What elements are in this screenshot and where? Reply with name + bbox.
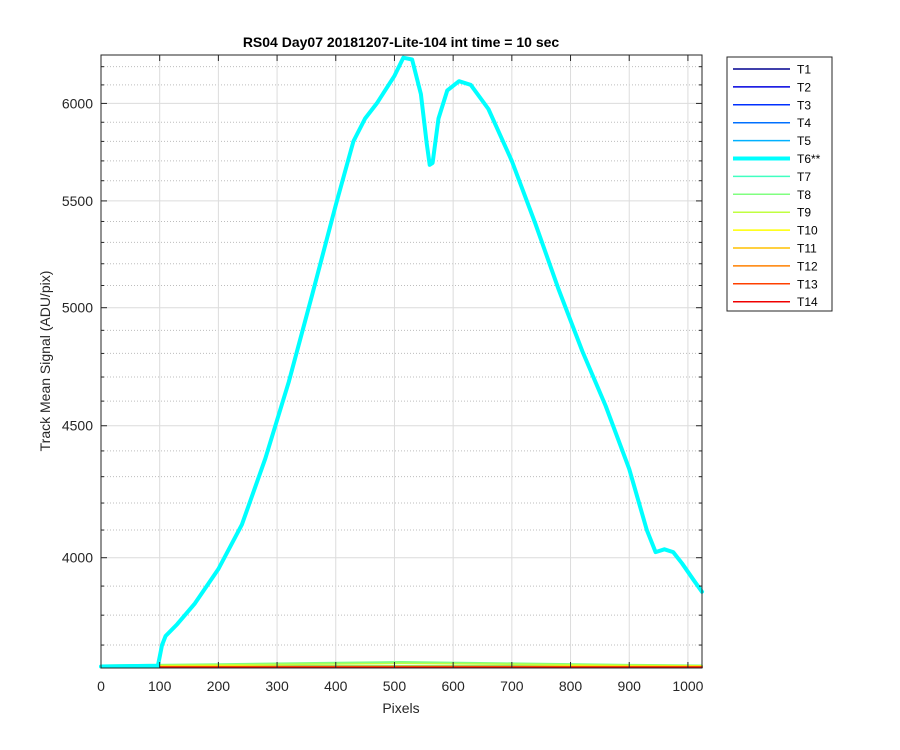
plot-frame bbox=[100, 54, 703, 669]
x-tick-label: 500 bbox=[383, 678, 407, 694]
y-tick-label: 5000 bbox=[62, 300, 93, 316]
legend-label: T9 bbox=[797, 206, 811, 220]
legend: T1 T2 T3 T4 T5 T6** T7 T8 T9 T10 T11 T12 T13 T14 bbox=[726, 56, 833, 312]
y-axis-label: Track Mean Signal (ADU/pix) bbox=[37, 271, 53, 452]
legend-label: T11 bbox=[797, 242, 817, 256]
x-tick-label: 300 bbox=[265, 678, 289, 694]
y-tick-label: 4500 bbox=[62, 418, 93, 434]
chart-title: RS04 Day07 20181207-Lite-104 int time = … bbox=[243, 34, 560, 50]
legend-label: T4 bbox=[797, 116, 811, 130]
x-axis-label: Pixels bbox=[382, 700, 419, 716]
x-tick-labels: 0 100 200 300 400 500 600 700 800 900 1000 bbox=[97, 678, 704, 694]
plot-area bbox=[101, 55, 702, 668]
legend-box bbox=[726, 56, 833, 312]
x-tick-label: 200 bbox=[207, 678, 231, 694]
y-tick-label: 4000 bbox=[62, 550, 93, 566]
y-tick-labels: 4000 4500 5000 5500 6000 bbox=[62, 95, 93, 565]
legend-label: T12 bbox=[797, 259, 818, 273]
legend-label: T2 bbox=[797, 80, 811, 94]
legend-label: T13 bbox=[797, 277, 818, 291]
x-tick-label: 1000 bbox=[672, 678, 703, 694]
major-gridlines bbox=[101, 55, 702, 668]
legend-label: T10 bbox=[797, 224, 818, 238]
legend-label: T7 bbox=[797, 170, 811, 184]
legend-label: T6** bbox=[797, 152, 821, 166]
legend-label: T14 bbox=[797, 295, 818, 309]
legend-label: T1 bbox=[797, 63, 811, 77]
series-line-t6 bbox=[99, 55, 704, 669]
x-tick-label: 100 bbox=[148, 678, 172, 694]
x-tick-label: 0 bbox=[97, 678, 105, 694]
axis-ticks bbox=[100, 55, 702, 668]
legend-label: T5 bbox=[797, 134, 811, 148]
x-tick-label: 800 bbox=[559, 678, 583, 694]
x-tick-label: 600 bbox=[441, 678, 465, 694]
y-tick-label: 6000 bbox=[62, 95, 93, 111]
legend-label: T8 bbox=[797, 188, 811, 202]
legend-label: T3 bbox=[797, 98, 811, 112]
x-tick-label: 900 bbox=[618, 678, 642, 694]
x-tick-label: 400 bbox=[324, 678, 348, 694]
minor-gridlines bbox=[101, 66, 702, 646]
y-tick-label: 5500 bbox=[62, 193, 93, 209]
x-tick-label: 700 bbox=[500, 678, 524, 694]
